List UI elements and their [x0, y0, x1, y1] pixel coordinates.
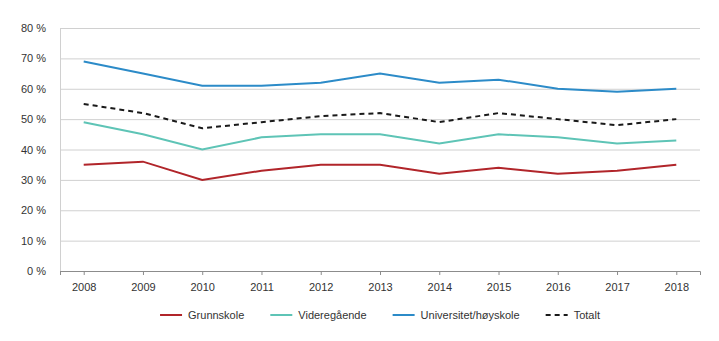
x-tick-mark	[676, 271, 677, 275]
grid-line	[60, 150, 700, 151]
x-tick-label: 2014	[428, 281, 452, 293]
x-tick-label: 2017	[605, 281, 629, 293]
legend-label: Universitet/høyskole	[421, 309, 520, 321]
x-tick-label: 2015	[487, 281, 511, 293]
y-tick: 0 %	[27, 265, 700, 277]
y-tick: 60 %	[21, 83, 700, 95]
legend-label: Totalt	[574, 309, 600, 321]
x-tick: 2012	[309, 271, 333, 293]
x-tick: 2016	[546, 271, 570, 293]
series-line	[84, 61, 677, 91]
x-tick: 2018	[665, 271, 689, 293]
x-tick-mark	[617, 271, 618, 275]
x-tick-mark	[261, 271, 262, 275]
chart: 0 %10 %20 %30 %40 %50 %60 %70 %80 %20082…	[0, 0, 719, 341]
series-line	[84, 104, 677, 128]
legend-item: Totalt	[546, 309, 600, 321]
legend-item: Videregående	[270, 309, 366, 321]
x-tick-mark	[439, 271, 440, 275]
legend-swatch	[393, 314, 415, 316]
x-tick: 2017	[605, 271, 629, 293]
x-tick-mark	[202, 271, 203, 275]
x-tick: 2014	[428, 271, 452, 293]
series-line	[84, 162, 677, 180]
y-tick-label: 50 %	[21, 113, 46, 125]
x-tick: 2009	[131, 271, 155, 293]
y-tick-label: 0 %	[27, 265, 46, 277]
legend-swatch	[546, 314, 568, 316]
y-tick-label: 80 %	[21, 22, 46, 34]
y-tick-label: 70 %	[21, 52, 46, 64]
x-tick: 2015	[487, 271, 511, 293]
x-tick-mark	[84, 271, 85, 275]
y-axis: 0 % 10 % 20 % 30 % 40 % 50 % 60 % 70 % 80 %	[21, 22, 700, 277]
y-tick: 70 %	[21, 52, 700, 64]
y-tick: 10 %	[21, 235, 700, 247]
y-tick: 80 %	[21, 22, 700, 34]
y-tick-label: 20 %	[21, 204, 46, 216]
x-tick-mark	[321, 271, 322, 275]
x-tick: 2008	[72, 271, 96, 293]
grid-line	[60, 210, 700, 211]
x-tick: 2013	[368, 271, 392, 293]
grid-line	[60, 58, 700, 59]
legend-item: Universitet/høyskole	[393, 309, 520, 321]
legend-label: Videregående	[298, 309, 366, 321]
grid-line	[60, 89, 700, 90]
x-tick-label: 2008	[72, 281, 96, 293]
x-tick: 2011	[250, 271, 274, 293]
y-tick: 40 %	[21, 144, 700, 156]
grid-line	[60, 28, 700, 29]
x-tick-label: 2010	[190, 281, 214, 293]
series-line	[84, 122, 677, 149]
y-axis-line	[61, 29, 701, 272]
legend-item: Grunnskole	[160, 309, 244, 321]
x-axis-line	[61, 272, 701, 276]
x-tick-mark	[499, 271, 500, 275]
x-tick-label: 2016	[546, 281, 570, 293]
legend-swatch	[160, 314, 182, 316]
y-tick-label: 40 %	[21, 144, 46, 156]
x-tick-label: 2011	[250, 281, 274, 293]
y-tick-label: 30 %	[21, 174, 46, 186]
x-tick-mark	[380, 271, 381, 275]
grid-line	[60, 180, 700, 181]
y-tick: 30 %	[21, 174, 700, 186]
x-tick-mark	[143, 271, 144, 275]
y-tick-label: 10 %	[21, 235, 46, 247]
x-tick-label: 2012	[309, 281, 333, 293]
y-tick: 20 %	[21, 204, 700, 216]
plot-area	[84, 61, 677, 179]
grid-line	[60, 241, 700, 242]
grid-line	[60, 119, 700, 120]
legend: Grunnskole Videregående Universitet/høysko…	[160, 309, 600, 321]
x-tick-label: 2009	[131, 281, 155, 293]
x-tick-label: 2013	[368, 281, 392, 293]
x-tick-mark	[558, 271, 559, 275]
legend-swatch	[270, 314, 292, 316]
legend-label: Grunnskole	[188, 309, 244, 321]
x-tick: 2010	[190, 271, 214, 293]
x-axis: 2008 2009 2010 2011 2012 2013 2014 2015 2016 2017…	[61, 271, 701, 293]
x-tick-label: 2018	[665, 281, 689, 293]
y-tick-label: 60 %	[21, 83, 46, 95]
